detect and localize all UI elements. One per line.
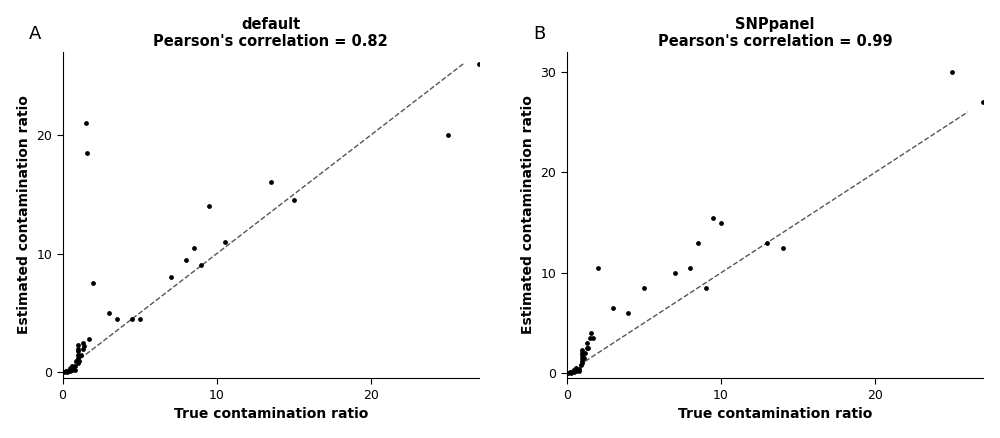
Point [583,330,599,337]
Point [76,343,92,350]
Point [73,351,89,358]
Point [61,367,77,374]
Point [75,339,91,346]
Point [62,368,78,375]
Point [201,203,217,210]
Point [713,219,729,226]
X-axis label: True contamination ratio: True contamination ratio [174,407,368,421]
Point [186,244,202,251]
Point [62,365,78,372]
Point [682,264,698,271]
Point [690,239,706,246]
Point [471,60,487,67]
Point [70,347,86,354]
Title: SNPpanel
Pearson's correlation = 0.99: SNPpanel Pearson's correlation = 0.99 [658,17,892,49]
Point [636,284,652,291]
Point [698,284,714,291]
Point [775,244,791,251]
Point [75,345,91,352]
Point [759,239,775,246]
Y-axis label: Estimated contamination ratio: Estimated contamination ratio [17,95,31,335]
Point [58,368,74,375]
Point [85,280,101,287]
Point [440,131,456,138]
Point [667,269,683,276]
Point [64,367,80,374]
Point [560,370,576,377]
Point [590,264,606,271]
Point [68,357,84,364]
Point [566,367,582,374]
Point [571,368,587,375]
Point [109,315,125,322]
Point [562,369,578,376]
Point [217,238,233,245]
Point [568,365,584,372]
Point [79,149,95,156]
Point [124,315,140,322]
Point [132,315,148,322]
Text: B: B [533,25,546,43]
Point [580,345,596,352]
Point [576,355,592,362]
Point [81,336,97,343]
Point [605,304,621,311]
Point [178,256,194,263]
Point [64,363,80,370]
Point [574,350,590,357]
Point [574,360,590,367]
Point [579,345,595,352]
Text: A: A [29,25,42,43]
Point [579,340,595,347]
Point [582,335,598,342]
Point [78,120,94,127]
Point [101,310,117,317]
Point [70,345,86,352]
Point [585,335,601,342]
Point [70,342,86,349]
Point [65,365,81,372]
Point [568,368,584,375]
Point [286,197,302,204]
Point [70,355,86,362]
Point [563,370,579,377]
Point [574,347,590,354]
Point [70,351,86,358]
Point [263,179,279,186]
Point [574,358,590,365]
Y-axis label: Estimated contamination ratio: Estimated contamination ratio [521,95,535,335]
Point [70,360,86,367]
Point [705,214,721,221]
Point [67,363,83,370]
Point [573,362,589,369]
Point [574,352,590,359]
Point [56,369,72,376]
Point [577,350,593,357]
Point [67,367,83,374]
Point [193,262,209,269]
Point [565,368,581,375]
Title: default
Pearson's correlation = 0.82: default Pearson's correlation = 0.82 [153,17,388,49]
Point [566,369,582,376]
X-axis label: True contamination ratio: True contamination ratio [678,407,872,421]
Point [571,366,587,373]
Point [71,357,87,364]
Point [620,310,636,317]
Point [975,99,991,106]
Point [574,355,590,362]
Point [944,68,960,75]
Point [569,367,585,374]
Point [163,274,179,281]
Point [59,369,75,376]
